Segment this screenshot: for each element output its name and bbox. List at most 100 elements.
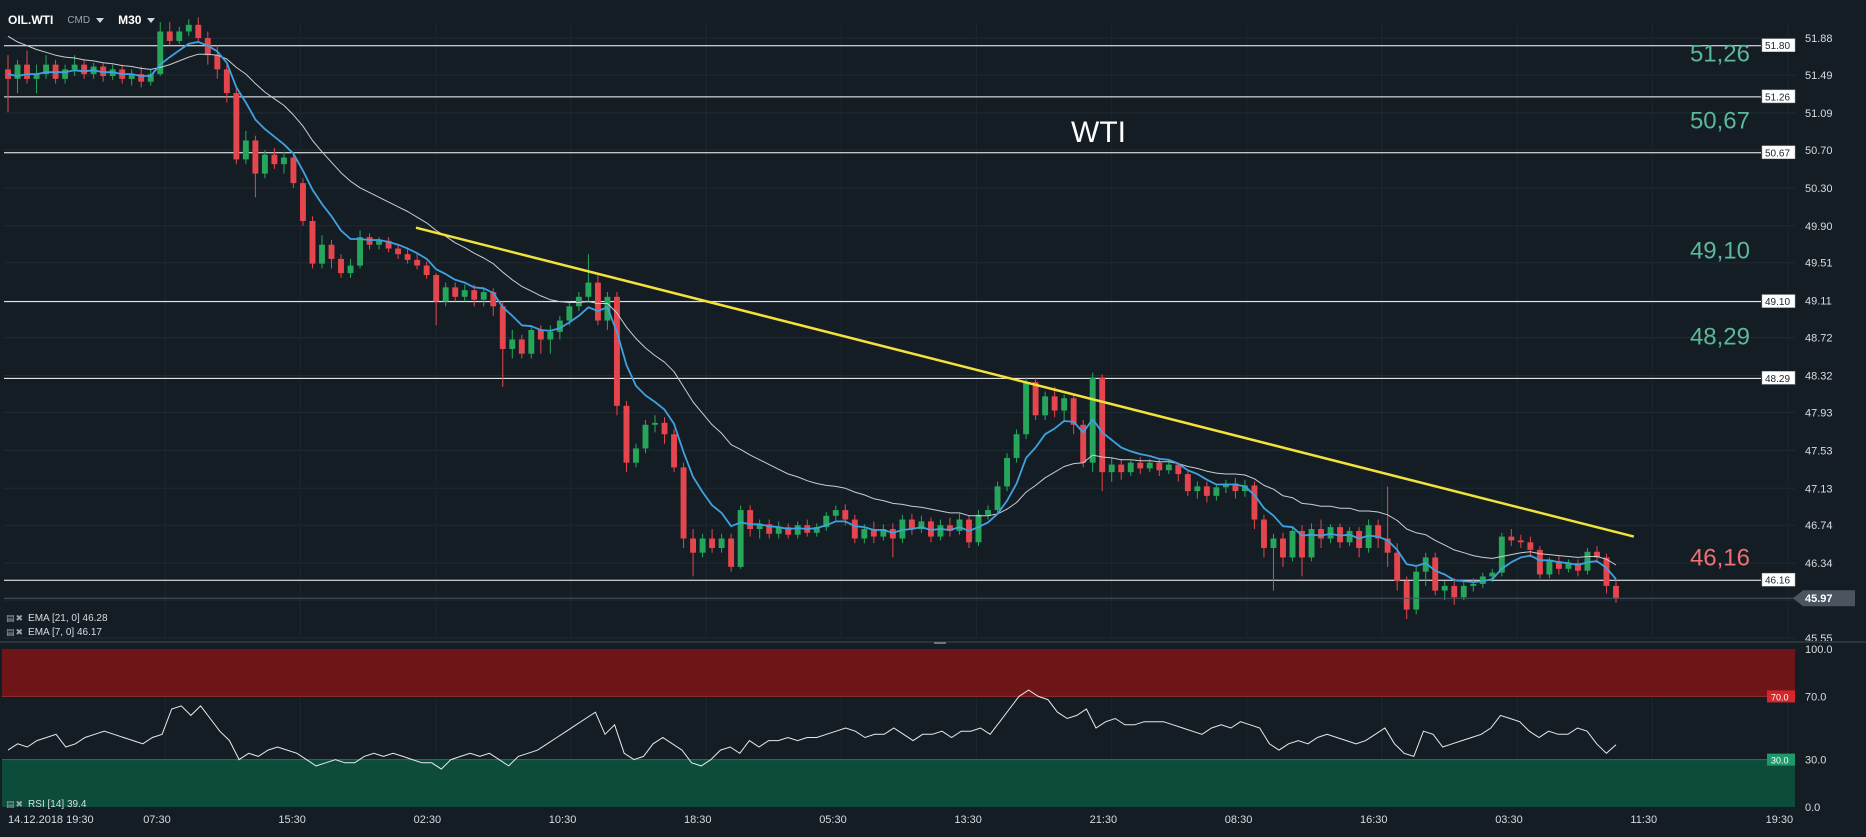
candle [851,514,858,544]
rsi-tick-label: 70.0 [1805,691,1826,703]
candle [271,148,278,169]
indicator-settings-icon[interactable]: ▤✖ [6,798,25,809]
candle [956,513,963,535]
candle [366,233,373,250]
candle-body [1232,483,1239,492]
rsi-overbought-tag [1767,690,1795,703]
candle-body [585,282,592,297]
price-tick-label: 47.93 [1805,407,1833,419]
candle [1004,453,1011,492]
ema-7-legend[interactable]: ▤✖ EMA [7, 0] 46.17 [6,626,102,638]
candle-body [613,296,620,406]
candle [1261,514,1267,558]
ema-21-line [7,35,1617,566]
rsi-overbought-tag-label: 70.0 [1771,692,1789,702]
candle [185,19,192,37]
candle [1584,547,1591,575]
candle-body [547,331,554,340]
candle [509,330,516,359]
candle-body [395,248,402,255]
candle-body [499,306,506,349]
candle [918,515,925,533]
candle [195,17,202,41]
candle-body [300,183,306,222]
indicator-settings-icon[interactable]: ▤✖ [6,612,25,623]
candle [671,429,677,473]
candle [43,55,50,79]
candle-body [642,424,649,449]
candle-body [404,254,411,260]
candle-body [985,510,991,515]
candle [832,505,839,522]
candle [290,154,297,188]
candle-body [1584,551,1591,571]
candle [1594,546,1600,564]
level-tag-label: 48.29 [1765,374,1790,385]
level-tag-label: 51.26 [1765,92,1790,103]
candle-body [1603,557,1610,586]
level-tag [1761,89,1796,104]
candle-body [1365,525,1372,548]
candle-body [1574,563,1581,571]
candle-body [1051,396,1058,411]
ema-21-legend[interactable]: ▤✖ EMA [21, 0] 46.28 [6,612,108,624]
candle [442,282,449,307]
candle [908,513,915,535]
candle-body [1384,538,1391,553]
candle-body [242,140,249,160]
rsi-overbought-zone [2,649,1795,697]
level-annotation: 46,16 [1690,544,1750,571]
time-tick-label: 13:30 [954,814,982,826]
mode-selector[interactable]: CMD [67,15,105,26]
candle [1127,460,1134,476]
level-annotation: 49,10 [1690,237,1750,264]
candle-body [1004,457,1011,487]
candle-body [1498,536,1505,573]
candle [1165,460,1172,475]
indicator-settings-icon[interactable]: ▤✖ [6,626,25,637]
candle-body [471,290,478,300]
candle-body [1555,561,1562,569]
level-annotation: 51,26 [1690,40,1750,67]
rsi-legend[interactable]: ▤✖ RSI [14] 39.4 [6,798,86,810]
rsi-oversold-tag-label: 30.0 [1771,756,1789,766]
candle [1108,457,1115,482]
candle-body [338,258,344,274]
candle [709,529,716,553]
candle [1318,519,1324,548]
candle-body [490,292,497,307]
candle-body [214,55,221,70]
candle-body [718,538,725,548]
candle-body [813,527,820,533]
candle [1194,481,1201,499]
time-tick-label: 21:30 [1090,814,1118,826]
candle-body [1308,529,1315,558]
candle-body [309,221,316,264]
candle-body [652,422,658,425]
candle-body [528,330,535,354]
symbol-label[interactable]: OIL.WTI [8,13,54,27]
price-tick-label: 47.13 [1805,483,1833,495]
candle-body [1270,538,1277,548]
candle [1080,420,1087,468]
timeframe-selector[interactable]: M30 [118,13,156,27]
candle-body [1517,540,1524,543]
candle [1536,546,1543,579]
rsi-tick-label: 0.0 [1805,802,1820,814]
candle [528,325,535,359]
time-tick-label: 08:30 [1225,814,1253,826]
candle [1517,534,1524,548]
time-tick-label: 14.12.2018 19:30 [8,814,94,826]
time-tick-label: 18:30 [684,814,712,826]
candle-body [261,154,268,174]
candle [280,151,287,174]
candle [1565,559,1572,573]
candle-body [14,64,21,79]
candle-body [1394,552,1401,582]
candle [518,334,525,359]
candle [176,26,183,44]
candle [1299,525,1305,577]
candle-body [870,529,877,537]
candle-body [328,244,335,259]
